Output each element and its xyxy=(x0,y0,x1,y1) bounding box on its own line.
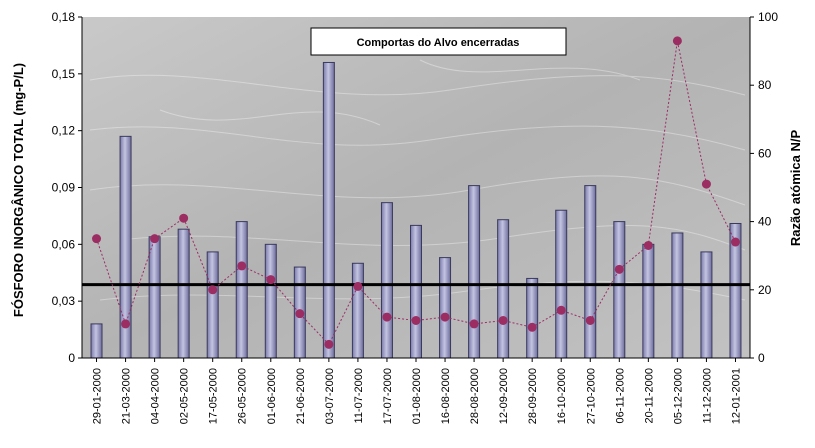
y-right-tick-label: 100 xyxy=(758,10,778,24)
point-03-07-2000 xyxy=(324,339,334,349)
x-tick-label: 20-11-2000 xyxy=(643,368,655,423)
point-01-06-2000 xyxy=(266,275,276,285)
y-left-tick-label: 0,12 xyxy=(52,124,76,138)
y-left-tick-label: 0,18 xyxy=(52,10,76,24)
x-tick-label: 28-09-2000 xyxy=(527,368,539,424)
point-01-08-2000 xyxy=(411,315,421,325)
bar-28-09-2000 xyxy=(526,277,539,359)
x-tick-label: 12-09-2000 xyxy=(498,368,510,424)
bar-12-09-2000 xyxy=(497,219,510,359)
y-right-tick-label: 60 xyxy=(758,146,772,160)
point-12-01-2001 xyxy=(730,237,740,247)
y-left-tick-label: 0,09 xyxy=(52,181,76,195)
bar-28-08-2000 xyxy=(468,185,481,359)
x-tick-label: 02-05-2000 xyxy=(179,368,191,424)
point-11-12-2000 xyxy=(701,179,711,189)
x-tick-label: 17-05-2000 xyxy=(208,368,220,424)
point-16-08-2000 xyxy=(440,312,450,322)
x-tick-label: 27-10-2000 xyxy=(585,368,597,424)
point-11-07-2000 xyxy=(353,281,363,291)
bar-17-07-2000 xyxy=(380,202,393,359)
point-02-05-2000 xyxy=(179,213,189,223)
x-tick-label: 11-07-2000 xyxy=(353,368,365,423)
point-21-06-2000 xyxy=(295,309,305,319)
point-28-08-2000 xyxy=(469,319,479,329)
point-04-04-2000 xyxy=(150,234,160,244)
y-left-title: FÓSFORO INORGÂNICO TOTAL (mg-P/L) xyxy=(11,63,26,317)
x-tick-label: 16-10-2000 xyxy=(556,368,568,424)
x-tick-label: 28-08-2000 xyxy=(469,368,481,424)
x-tick-label: 05-12-2000 xyxy=(672,368,684,424)
x-tick-label: 11-12-2000 xyxy=(701,368,713,423)
x-tick-label: 03-07-2000 xyxy=(324,368,336,424)
bar-11-12-2000 xyxy=(700,251,713,359)
y-left-tick-label: 0,06 xyxy=(52,237,76,251)
x-tick-label: 26-05-2000 xyxy=(237,368,249,424)
bar-01-08-2000 xyxy=(410,224,422,359)
y-right-tick-label: 20 xyxy=(758,283,772,297)
annotation-box xyxy=(310,27,567,56)
x-tick-label: 01-06-2000 xyxy=(266,368,278,424)
bar-02-05-2000 xyxy=(177,228,190,359)
y-right-tick-label: 40 xyxy=(758,215,772,229)
bar-29-01-2000 xyxy=(90,323,103,359)
point-27-10-2000 xyxy=(585,315,595,325)
bar-04-04-2000 xyxy=(148,236,161,359)
bar-06-11-2000 xyxy=(613,221,626,359)
point-28-09-2000 xyxy=(527,322,537,332)
point-05-12-2000 xyxy=(672,36,682,46)
point-29-01-2000 xyxy=(92,234,102,244)
point-20-11-2000 xyxy=(643,240,653,250)
bar-05-12-2000 xyxy=(671,232,684,359)
bar-27-10-2000 xyxy=(584,185,597,359)
y-right-tick-label: 80 xyxy=(758,78,772,92)
point-26-05-2000 xyxy=(237,261,247,271)
annotation-text: Comportas do Alvo encerradas xyxy=(357,37,520,49)
point-17-05-2000 xyxy=(208,285,218,295)
x-tick-label: 29-01-2000 xyxy=(92,368,104,424)
y-right-ticks: 0 20 40 60 80 100 xyxy=(750,10,778,365)
y-left-tick-label: 0,15 xyxy=(52,67,76,81)
x-tick-label: 01-08-2000 xyxy=(411,368,423,424)
y-right-tick-label: 0 xyxy=(758,351,765,365)
x-tick-label: 06-11-2000 xyxy=(614,368,626,423)
x-tick-label: 17-07-2000 xyxy=(382,368,394,424)
points-layer xyxy=(92,36,740,349)
x-ticks: 29-01-2000 21-03-2000 04-04-2000 02-05-2000… xyxy=(92,358,742,424)
y-left-ticks: 0 0,03 0,06 0,09 0,12 0,15 0,18 xyxy=(52,10,82,365)
y-right-title: Razão atómica N/P xyxy=(788,130,803,247)
bar-16-08-2000 xyxy=(439,257,452,359)
bar-03-07-2000 xyxy=(322,61,335,359)
point-12-09-2000 xyxy=(498,315,508,325)
point-16-10-2000 xyxy=(556,305,566,315)
x-tick-label: 16-08-2000 xyxy=(440,368,452,424)
bar-01-06-2000 xyxy=(264,243,277,359)
bar-17-05-2000 xyxy=(206,251,219,359)
y-left-tick-label: 0,03 xyxy=(52,294,76,308)
x-tick-label: 04-04-2000 xyxy=(150,368,162,424)
point-06-11-2000 xyxy=(614,264,624,274)
bar-20-11-2000 xyxy=(642,243,655,359)
point-17-07-2000 xyxy=(382,312,392,322)
x-tick-label: 12-01-2001 xyxy=(730,368,742,424)
bar-26-05-2000 xyxy=(235,221,248,359)
x-tick-label: 21-03-2000 xyxy=(121,368,133,424)
bar-11-07-2000 xyxy=(351,262,364,359)
point-21-03-2000 xyxy=(121,319,131,329)
y-left-tick-label: 0 xyxy=(68,351,75,365)
x-tick-label: 21-06-2000 xyxy=(295,368,307,424)
